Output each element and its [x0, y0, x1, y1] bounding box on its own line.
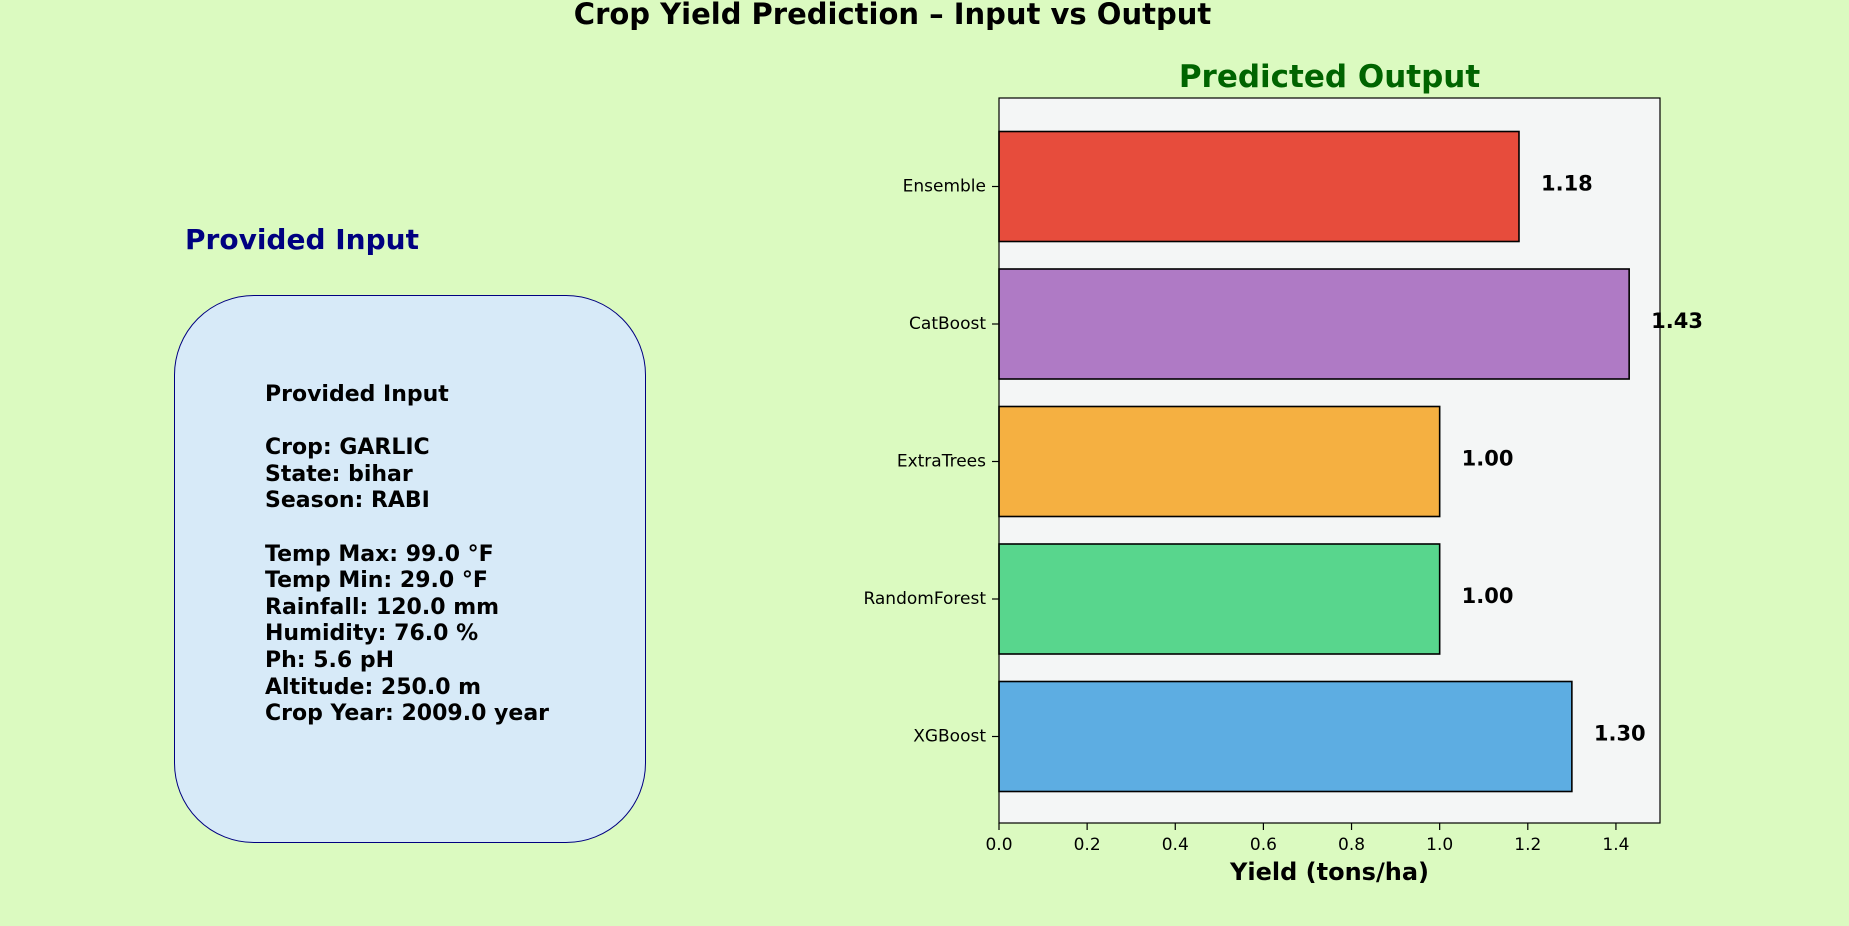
- value-label: 1.30: [1594, 722, 1646, 746]
- input-line-temp-max: Temp Max: 99.0 °F: [265, 541, 494, 567]
- bar-xgboost: [998, 680, 1573, 793]
- x-tick-label: 1.4: [1602, 835, 1629, 855]
- x-tick-label: 0.4: [1162, 835, 1189, 855]
- value-label: 1.43: [1651, 309, 1703, 333]
- x-tick-label: 0.8: [1338, 835, 1365, 855]
- input-heading: Provided Input: [265, 382, 449, 407]
- input-line-temp-min: Temp Min: 29.0 °F: [265, 568, 488, 594]
- x-tick-label: 1.2: [1514, 835, 1541, 855]
- bar-catboost: [998, 268, 1630, 380]
- input-text-block: Provided Input Crop: GARLIC State: bihar…: [265, 382, 549, 728]
- input-line-humidity: Humidity: 76.0 %: [265, 621, 479, 647]
- y-tick-label: CatBoost: [909, 314, 986, 334]
- x-tick-label: 0.6: [1250, 835, 1277, 855]
- plot-frame: [998, 97, 1661, 824]
- value-label: 1.18: [1541, 172, 1593, 196]
- bar-ensemble: [998, 130, 1520, 243]
- y-tick-label: ExtraTrees: [897, 452, 986, 472]
- input-line-crop: Crop: GARLIC: [265, 435, 430, 461]
- value-label: 1.00: [1462, 447, 1514, 471]
- y-tick-label: Ensemble: [903, 177, 986, 197]
- x-tick-label: 0.2: [1074, 835, 1101, 855]
- y-tick-label: RandomForest: [863, 589, 986, 609]
- input-line-ph: Ph: 5.6 pH: [265, 647, 395, 673]
- input-line-rainfall: Rainfall: 120.0 mm: [265, 594, 500, 620]
- figure-title: Crop Yield Prediction – Input vs Output: [573, 0, 1212, 31]
- input-box: [174, 295, 646, 843]
- input-line-altitude: Altitude: 250.0 m: [265, 674, 482, 700]
- chart-title: Predicted Output: [1179, 59, 1481, 95]
- x-tick-label: 1.0: [1426, 835, 1453, 855]
- value-label: 1.00: [1462, 584, 1514, 608]
- bar-randomforest: [998, 543, 1441, 655]
- input-line-state: State: bihar: [265, 461, 413, 487]
- y-tick-label: XGBoost: [913, 727, 986, 747]
- input-line-crop-year: Crop Year: 2009.0 year: [265, 701, 550, 727]
- bar-extratrees: [998, 405, 1441, 518]
- x-tick-label: 0.0: [985, 835, 1012, 855]
- input-panel-title: Provided Input: [185, 223, 419, 256]
- x-axis-label: Yield (tons/ha): [1229, 858, 1429, 886]
- input-line-season: Season: RABI: [265, 488, 430, 514]
